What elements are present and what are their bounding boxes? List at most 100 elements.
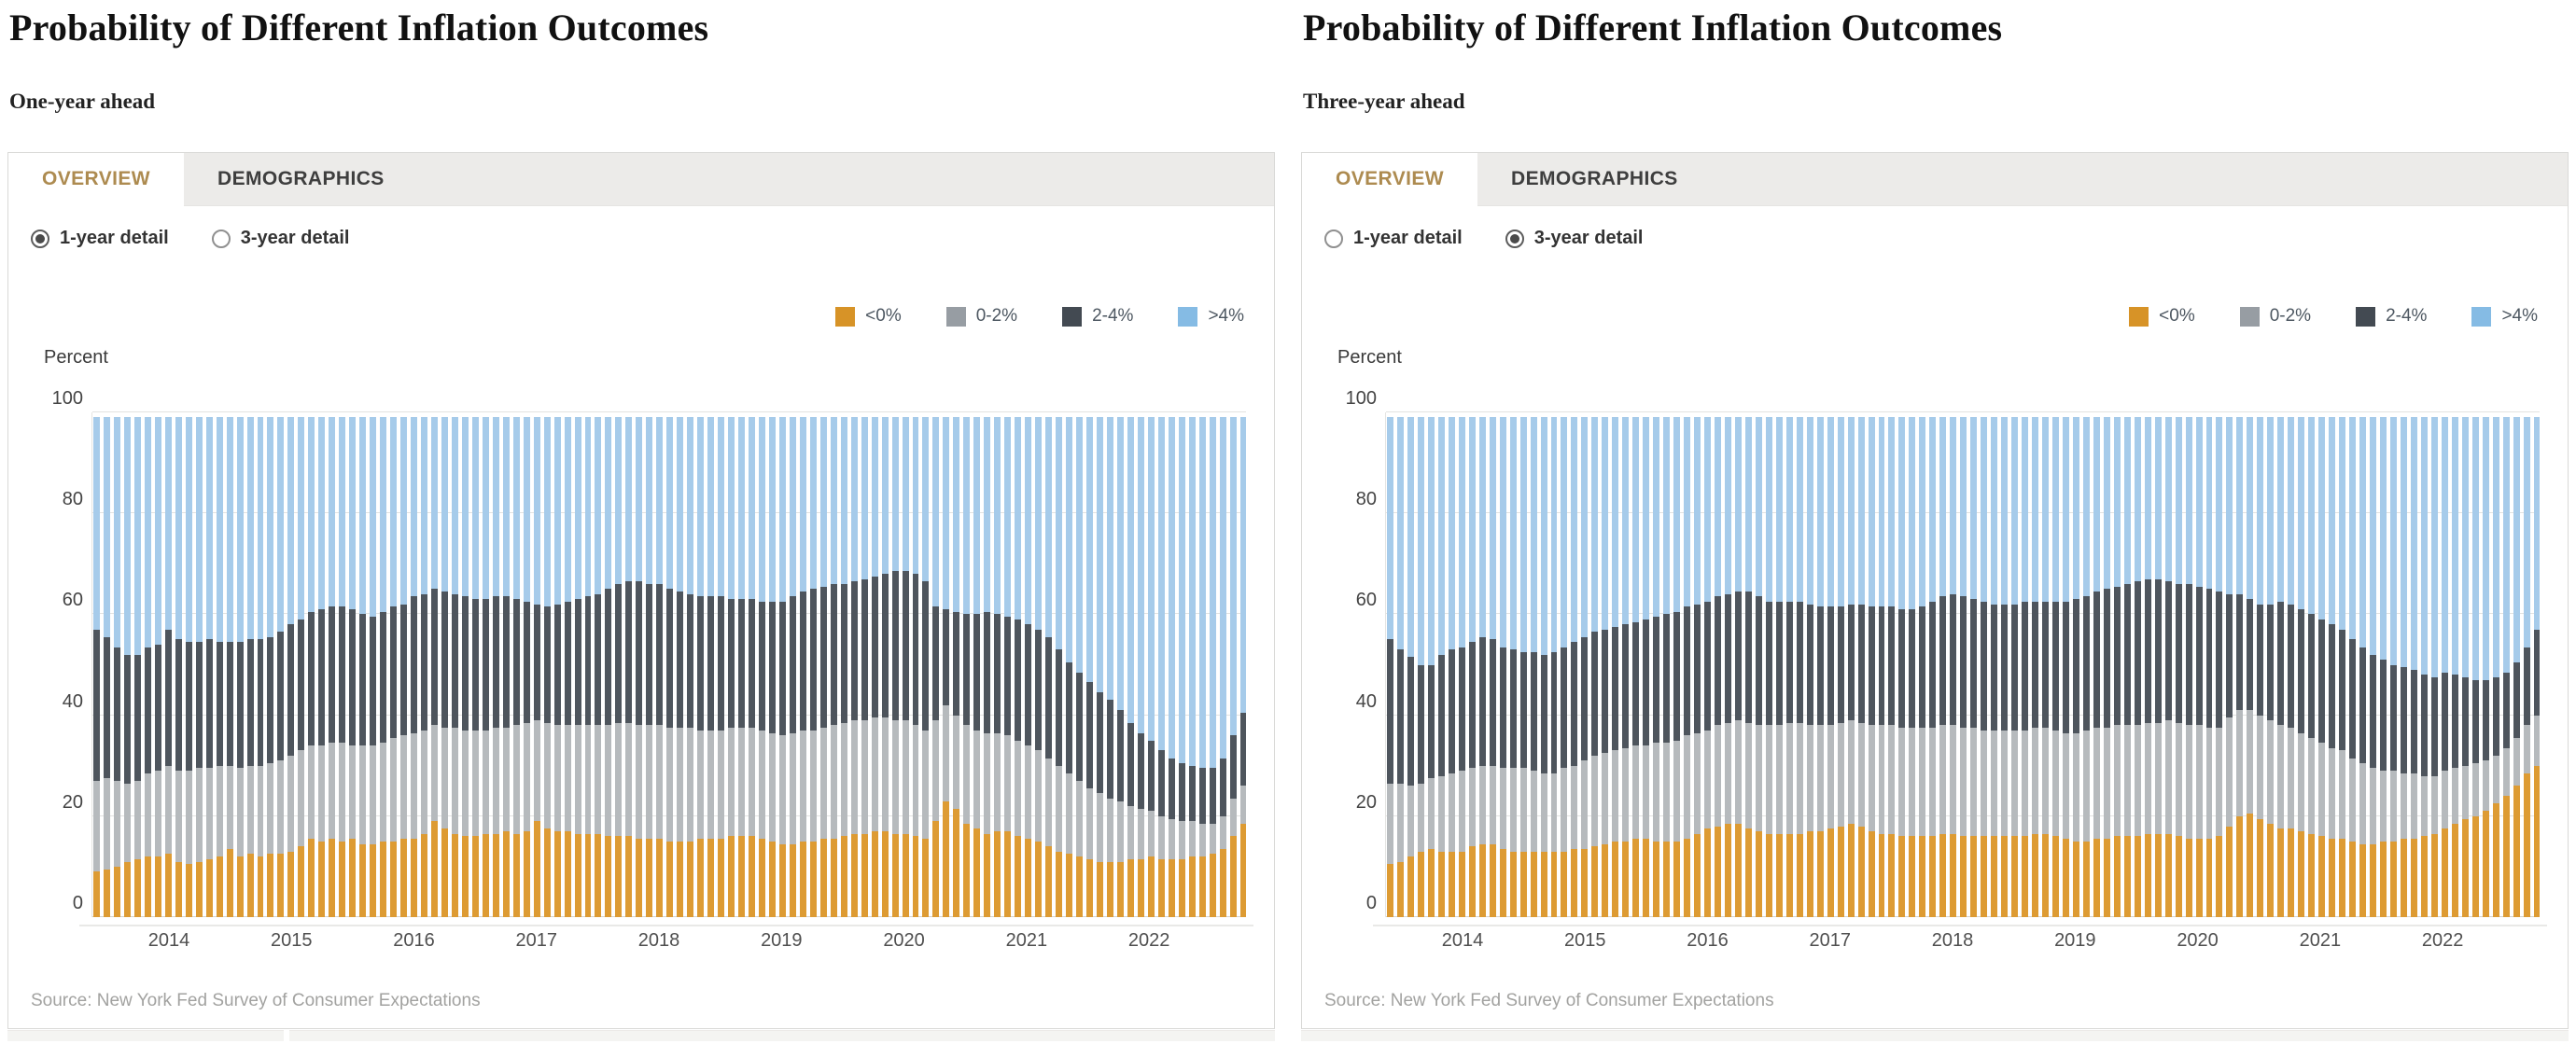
bar-72[interactable] xyxy=(2123,412,2131,917)
bar-85[interactable] xyxy=(963,412,971,917)
bar-72[interactable] xyxy=(830,412,837,917)
bar-3[interactable] xyxy=(1417,412,1424,917)
bar-5[interactable] xyxy=(144,412,151,917)
bar-17[interactable] xyxy=(1561,412,1568,917)
bar-104[interactable] xyxy=(2451,412,2458,917)
bar-5[interactable] xyxy=(1437,412,1445,917)
bar-82[interactable] xyxy=(2226,412,2233,917)
bar-38[interactable] xyxy=(1775,412,1783,917)
bar-79[interactable] xyxy=(2195,412,2203,917)
bar-92[interactable] xyxy=(2329,412,2336,917)
bar-96[interactable] xyxy=(1076,412,1083,917)
bar-42[interactable] xyxy=(523,412,530,917)
bar-31[interactable] xyxy=(411,412,417,917)
bar-25[interactable] xyxy=(1643,412,1650,917)
bar-36[interactable] xyxy=(1755,412,1762,917)
bar-76[interactable] xyxy=(871,412,878,917)
bar-74[interactable] xyxy=(850,412,858,917)
bar-52[interactable] xyxy=(625,412,633,917)
bar-54[interactable] xyxy=(646,412,653,917)
bar-41[interactable] xyxy=(512,412,520,917)
bar-53[interactable] xyxy=(636,412,643,917)
bar-108[interactable] xyxy=(2492,412,2499,917)
bar-103[interactable] xyxy=(2441,412,2448,917)
bar-21[interactable] xyxy=(308,412,315,917)
bar-0[interactable] xyxy=(1387,412,1393,917)
bar-108[interactable] xyxy=(1198,412,1206,917)
bar-111[interactable] xyxy=(2523,412,2530,917)
bar-52[interactable] xyxy=(1919,412,1926,917)
bar-58[interactable] xyxy=(687,412,694,917)
bar-51[interactable] xyxy=(1909,412,1916,917)
bar-106[interactable] xyxy=(1178,412,1185,917)
bar-29[interactable] xyxy=(1684,412,1691,917)
bar-0[interactable] xyxy=(93,412,100,917)
bar-64[interactable] xyxy=(2042,412,2049,917)
bar-68[interactable] xyxy=(789,412,796,917)
bar-47[interactable] xyxy=(1868,412,1875,917)
bar-87[interactable] xyxy=(2277,412,2285,917)
bar-100[interactable] xyxy=(2410,412,2417,917)
tab-overview[interactable]: OVERVIEW xyxy=(1302,153,1478,206)
radio-1-year-detail[interactable]: 1-year detail xyxy=(31,228,169,249)
bar-89[interactable] xyxy=(1004,412,1012,917)
bar-77[interactable] xyxy=(881,412,889,917)
bar-94[interactable] xyxy=(1056,412,1063,917)
bar-49[interactable] xyxy=(1888,412,1896,917)
bar-44[interactable] xyxy=(543,412,551,917)
bar-19[interactable] xyxy=(1581,412,1589,917)
bar-57[interactable] xyxy=(1970,412,1978,917)
bar-71[interactable] xyxy=(819,412,827,917)
bar-106[interactable] xyxy=(2471,412,2479,917)
bar-61[interactable] xyxy=(2011,412,2019,917)
bar-53[interactable] xyxy=(1929,412,1937,917)
bar-45[interactable] xyxy=(1847,412,1855,917)
bar-62[interactable] xyxy=(2022,412,2029,917)
bar-42[interactable] xyxy=(1816,412,1824,917)
bar-61[interactable] xyxy=(718,412,725,917)
bar-43[interactable] xyxy=(533,412,540,917)
bar-32[interactable] xyxy=(421,412,427,917)
bar-65[interactable] xyxy=(758,412,765,917)
bar-2[interactable] xyxy=(113,412,120,917)
bar-62[interactable] xyxy=(728,412,735,917)
bar-23[interactable] xyxy=(1622,412,1630,917)
bar-27[interactable] xyxy=(370,412,377,917)
bar-14[interactable] xyxy=(236,412,244,917)
bar-6[interactable] xyxy=(154,412,161,917)
bar-59[interactable] xyxy=(1991,412,1998,917)
bar-37[interactable] xyxy=(1765,412,1772,917)
bar-68[interactable] xyxy=(2082,412,2090,917)
bar-69[interactable] xyxy=(2093,412,2100,917)
bar-83[interactable] xyxy=(2236,412,2244,917)
bar-84[interactable] xyxy=(953,412,960,917)
bar-91[interactable] xyxy=(2318,412,2326,917)
bar-22[interactable] xyxy=(1612,412,1619,917)
bar-34[interactable] xyxy=(441,412,448,917)
bar-70[interactable] xyxy=(2103,412,2110,917)
bar-13[interactable] xyxy=(1519,412,1527,917)
bar-60[interactable] xyxy=(707,412,715,917)
bar-63[interactable] xyxy=(2032,412,2038,917)
bar-46[interactable] xyxy=(1857,412,1865,917)
bar-18[interactable] xyxy=(277,412,285,917)
bar-77[interactable] xyxy=(2175,412,2182,917)
bar-75[interactable] xyxy=(861,412,868,917)
bar-93[interactable] xyxy=(1045,412,1053,917)
bar-39[interactable] xyxy=(1785,412,1793,917)
bar-14[interactable] xyxy=(1530,412,1537,917)
bar-81[interactable] xyxy=(2216,412,2223,917)
bar-104[interactable] xyxy=(1157,412,1165,917)
bar-102[interactable] xyxy=(1137,412,1144,917)
bar-112[interactable] xyxy=(1239,412,1247,917)
bar-36[interactable] xyxy=(461,412,469,917)
bar-35[interactable] xyxy=(1744,412,1752,917)
bar-78[interactable] xyxy=(891,412,899,917)
bar-63[interactable] xyxy=(738,412,745,917)
bar-13[interactable] xyxy=(226,412,233,917)
bar-88[interactable] xyxy=(994,412,1001,917)
bar-54[interactable] xyxy=(1939,412,1947,917)
bar-45[interactable] xyxy=(553,412,561,917)
bar-74[interactable] xyxy=(2144,412,2151,917)
bar-33[interactable] xyxy=(430,412,438,917)
